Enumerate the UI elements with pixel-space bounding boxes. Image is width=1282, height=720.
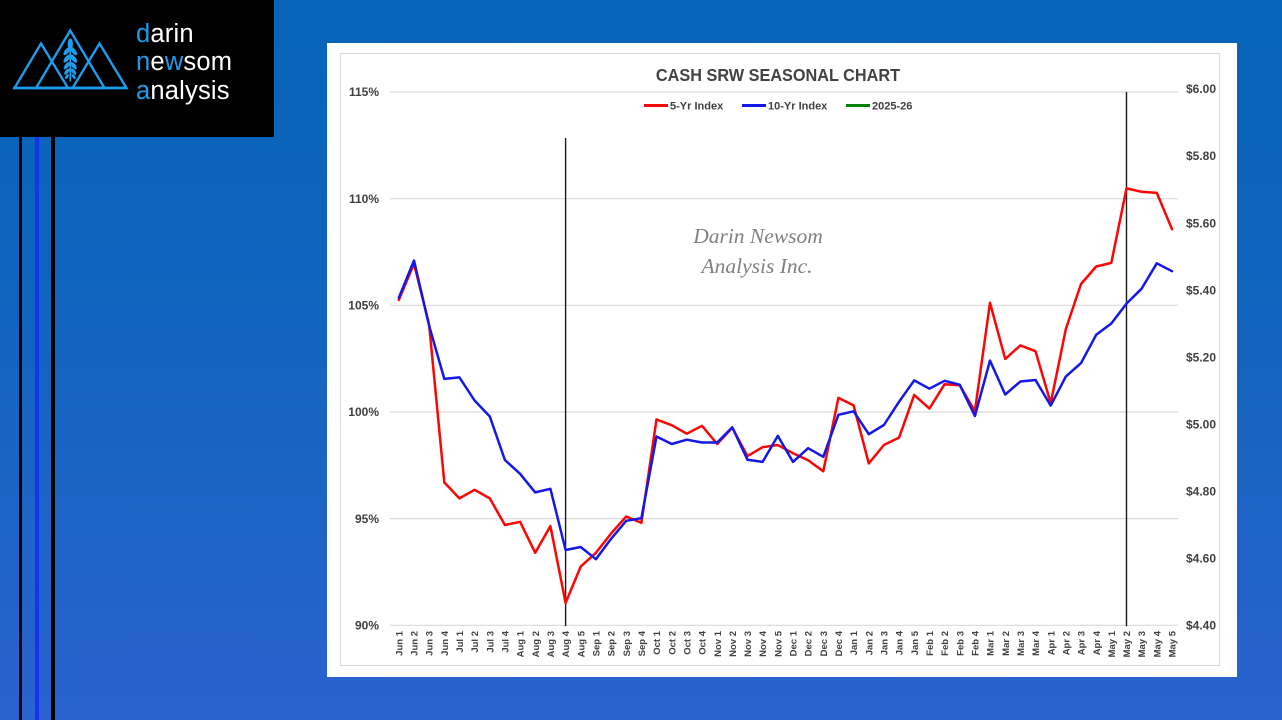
svg-text:Feb 4: Feb 4 — [971, 630, 982, 656]
svg-text:$5.80: $5.80 — [1186, 149, 1216, 163]
svg-text:$4.60: $4.60 — [1186, 552, 1216, 566]
svg-text:Jun 1: Jun 1 — [394, 630, 405, 656]
svg-text:Apr 2: Apr 2 — [1061, 631, 1072, 655]
svg-text:5-Yr Index: 5-Yr Index — [670, 101, 724, 113]
svg-text:100%: 100% — [348, 405, 379, 419]
svg-text:$5.60: $5.60 — [1186, 216, 1216, 230]
svg-text:Mar 1: Mar 1 — [986, 630, 997, 656]
svg-text:Nov 2: Nov 2 — [728, 631, 739, 657]
svg-text:Feb 2: Feb 2 — [940, 631, 951, 656]
svg-text:105%: 105% — [348, 299, 379, 313]
svg-text:115%: 115% — [349, 85, 379, 99]
svg-text:$5.20: $5.20 — [1186, 350, 1216, 364]
svg-text:Jan 1: Jan 1 — [849, 630, 860, 655]
svg-text:Aug 1: Aug 1 — [516, 630, 527, 657]
svg-text:Aug 5: Aug 5 — [576, 630, 587, 657]
svg-text:Sep 4: Sep 4 — [637, 630, 648, 656]
svg-text:Feb 1: Feb 1 — [925, 630, 936, 656]
svg-text:Sep 3: Sep 3 — [622, 631, 633, 656]
svg-text:Aug 2: Aug 2 — [531, 631, 542, 657]
svg-text:Apr 3: Apr 3 — [1077, 631, 1088, 655]
svg-text:Jan 5: Jan 5 — [910, 630, 921, 655]
svg-text:Apr 1: Apr 1 — [1046, 630, 1057, 655]
svg-text:Jan 4: Jan 4 — [895, 630, 906, 655]
svg-text:Jun 3: Jun 3 — [425, 631, 436, 656]
svg-text:Mar 3: Mar 3 — [1016, 631, 1027, 656]
svg-text:Nov 3: Nov 3 — [743, 631, 754, 657]
svg-text:Oct 3: Oct 3 — [682, 631, 693, 655]
svg-text:Jan 2: Jan 2 — [864, 631, 875, 655]
svg-text:Oct 4: Oct 4 — [698, 630, 709, 654]
svg-text:Apr 4: Apr 4 — [1092, 630, 1103, 655]
svg-text:Dec 2: Dec 2 — [804, 631, 815, 656]
svg-text:Analysis Inc.: Analysis Inc. — [699, 254, 812, 278]
svg-text:$6.00: $6.00 — [1186, 82, 1216, 96]
svg-text:Darin Newsom: Darin Newsom — [692, 224, 823, 248]
svg-text:2025-26: 2025-26 — [872, 101, 912, 113]
svg-text:$4.40: $4.40 — [1186, 619, 1216, 633]
svg-text:10-Yr Index: 10-Yr Index — [768, 101, 828, 113]
svg-text:Jul 3: Jul 3 — [485, 631, 496, 653]
svg-text:May 2: May 2 — [1122, 631, 1133, 657]
svg-text:May 1: May 1 — [1107, 630, 1118, 657]
svg-text:Mar 4: Mar 4 — [1031, 630, 1042, 656]
svg-text:May 3: May 3 — [1137, 631, 1148, 657]
svg-text:Mar 2: Mar 2 — [1001, 631, 1012, 656]
svg-text:Jul 4: Jul 4 — [500, 630, 511, 652]
svg-text:Oct 2: Oct 2 — [667, 631, 678, 655]
svg-text:May 4: May 4 — [1152, 630, 1163, 657]
svg-text:Jun 4: Jun 4 — [440, 630, 451, 656]
svg-text:Dec 1: Dec 1 — [789, 630, 800, 656]
svg-text:Oct 1: Oct 1 — [652, 630, 663, 654]
svg-text:Dec 3: Dec 3 — [819, 631, 830, 656]
svg-text:90%: 90% — [355, 619, 379, 633]
svg-text:$5.00: $5.00 — [1186, 417, 1216, 431]
svg-text:Jul 2: Jul 2 — [470, 631, 481, 653]
svg-text:110%: 110% — [349, 192, 379, 206]
svg-text:Jul 1: Jul 1 — [455, 630, 466, 652]
svg-text:May 5: May 5 — [1168, 630, 1179, 657]
svg-text:Dec 4: Dec 4 — [834, 630, 845, 656]
svg-text:Jan 3: Jan 3 — [880, 631, 891, 655]
svg-text:$4.80: $4.80 — [1186, 484, 1216, 498]
svg-text:Nov 4: Nov 4 — [758, 630, 769, 657]
svg-text:CASH SRW SEASONAL CHART: CASH SRW SEASONAL CHART — [656, 65, 901, 85]
svg-text:Nov 5: Nov 5 — [773, 630, 784, 657]
svg-text:Sep 2: Sep 2 — [607, 631, 618, 656]
svg-text:95%: 95% — [355, 512, 379, 526]
svg-text:Sep 1: Sep 1 — [592, 630, 603, 656]
svg-text:$5.40: $5.40 — [1186, 283, 1216, 297]
svg-text:Jun 2: Jun 2 — [410, 631, 421, 656]
svg-text:Nov 1: Nov 1 — [713, 630, 724, 657]
svg-text:Aug 4: Aug 4 — [561, 630, 572, 657]
svg-text:Feb 3: Feb 3 — [955, 631, 966, 656]
svg-text:Aug 3: Aug 3 — [546, 631, 557, 657]
